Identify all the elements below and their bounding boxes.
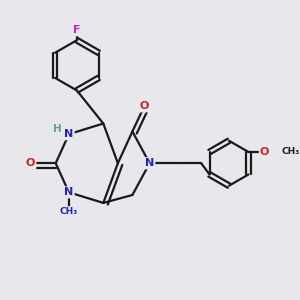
Text: O: O [26, 158, 35, 168]
Text: CH₃: CH₃ [281, 148, 300, 157]
Text: O: O [140, 101, 149, 111]
Text: N: N [145, 158, 154, 168]
Text: N: N [64, 187, 74, 197]
Text: N: N [64, 129, 74, 139]
Text: CH₃: CH₃ [60, 207, 78, 216]
Text: O: O [260, 147, 269, 157]
Text: F: F [73, 25, 81, 35]
Text: H: H [53, 124, 62, 134]
